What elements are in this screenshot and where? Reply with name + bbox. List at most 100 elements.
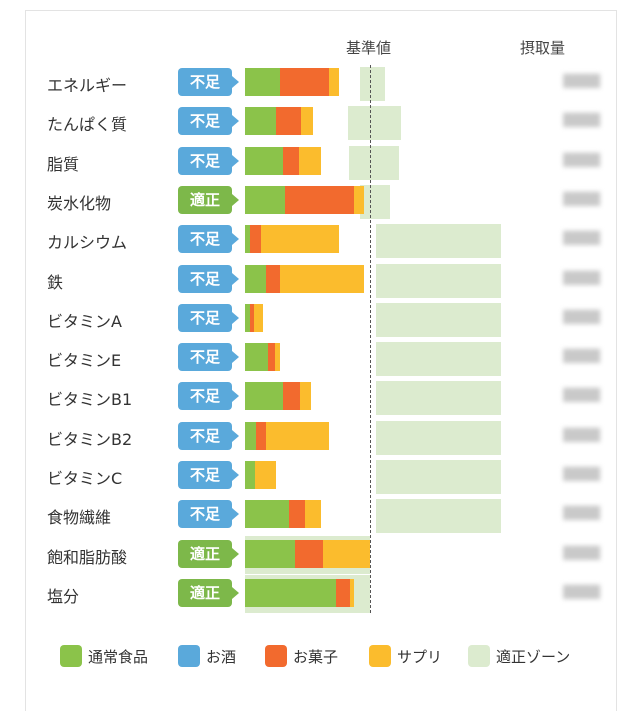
bar-segment bbox=[280, 265, 364, 293]
legend-label: サプリ bbox=[397, 648, 443, 666]
legend-label: お菓子 bbox=[293, 648, 339, 666]
appropriate-zone bbox=[360, 67, 385, 101]
nutrient-label: 鉄 bbox=[47, 273, 64, 292]
bar-segment bbox=[288, 500, 305, 528]
bar-segment bbox=[245, 304, 250, 332]
bar-segment bbox=[328, 68, 339, 96]
appropriate-zone bbox=[347, 106, 402, 140]
intake-value-obscured: ████ bbox=[563, 153, 600, 167]
bar-segment bbox=[250, 304, 254, 332]
bar-segment bbox=[282, 382, 300, 410]
appropriate-zone bbox=[348, 146, 399, 180]
intake-value-obscured: ████ bbox=[563, 310, 600, 324]
status-badge: 適正 bbox=[178, 186, 239, 214]
bar-segment bbox=[280, 68, 329, 96]
legend-swatch bbox=[265, 645, 287, 667]
bar-segment bbox=[245, 579, 337, 607]
intake-value-obscured: ████ bbox=[563, 428, 600, 442]
bar-segment bbox=[266, 265, 280, 293]
bar-segment bbox=[245, 382, 283, 410]
reference-line bbox=[370, 65, 371, 613]
intake-value-obscured: ████ bbox=[563, 388, 600, 402]
nutrient-label: ビタミンE bbox=[47, 351, 122, 370]
appropriate-zone bbox=[376, 224, 502, 258]
status-badge: 不足 bbox=[178, 343, 239, 371]
intake-value-obscured: ████ bbox=[563, 349, 600, 363]
nutrient-label: ビタミンC bbox=[47, 469, 123, 488]
nutrient-label: ビタミンB2 bbox=[47, 430, 133, 449]
bar-segment bbox=[301, 107, 313, 135]
nutrient-label: エネルギー bbox=[47, 76, 128, 95]
appropriate-zone bbox=[376, 421, 502, 455]
bar-segment bbox=[245, 461, 255, 489]
bar-segment bbox=[245, 225, 250, 253]
reference-header: 基準値 bbox=[346, 39, 392, 57]
status-badge: 不足 bbox=[178, 304, 239, 332]
status-badge: 不足 bbox=[178, 107, 239, 135]
nutrient-label: たんぱく質 bbox=[47, 115, 128, 134]
appropriate-zone bbox=[360, 185, 390, 219]
nutrient-label: カルシウム bbox=[47, 233, 128, 252]
bar-segment bbox=[245, 540, 295, 568]
bar-segment bbox=[300, 382, 312, 410]
intake-value-obscured: ████ bbox=[563, 506, 600, 520]
bar-segment bbox=[282, 147, 299, 175]
appropriate-zone bbox=[376, 381, 502, 415]
status-badge: 不足 bbox=[178, 68, 239, 96]
bar-segment bbox=[256, 422, 267, 450]
legend-swatch bbox=[369, 645, 391, 667]
intake-value-obscured: ████ bbox=[563, 546, 600, 560]
status-badge: 適正 bbox=[178, 579, 239, 607]
bar-segment bbox=[353, 186, 364, 214]
nutrient-label: 塩分 bbox=[47, 587, 80, 606]
bar-segment bbox=[298, 147, 322, 175]
legend-label: 適正ゾーン bbox=[496, 648, 571, 666]
bar-segment bbox=[255, 461, 277, 489]
intake-value-obscured: ████ bbox=[563, 74, 600, 88]
bar-segment bbox=[305, 500, 322, 528]
legend-swatch bbox=[468, 645, 490, 667]
bar-segment bbox=[276, 107, 302, 135]
bar-segment bbox=[245, 68, 280, 96]
status-badge: 不足 bbox=[178, 422, 239, 450]
nutrient-label: ビタミンA bbox=[47, 312, 122, 331]
bar-segment bbox=[253, 304, 263, 332]
intake-value-obscured: ████ bbox=[563, 585, 600, 599]
status-badge: 不足 bbox=[178, 147, 239, 175]
intake-header: 摂取量 bbox=[520, 39, 566, 57]
nutrient-label: 脂質 bbox=[47, 155, 80, 174]
intake-value-obscured: ████ bbox=[563, 467, 600, 481]
bar-segment bbox=[245, 107, 277, 135]
bar-segment bbox=[250, 225, 262, 253]
nutrient-label: 飽和脂肪酸 bbox=[47, 548, 128, 567]
chart-panel bbox=[25, 10, 617, 711]
bar-segment bbox=[245, 147, 283, 175]
status-badge: 不足 bbox=[178, 500, 239, 528]
legend-swatch bbox=[60, 645, 82, 667]
bar-segment bbox=[275, 343, 280, 371]
intake-value-obscured: ████ bbox=[563, 231, 600, 245]
appropriate-zone bbox=[376, 264, 502, 298]
bar-segment bbox=[322, 540, 370, 568]
bar-segment bbox=[261, 225, 339, 253]
bar-segment bbox=[266, 422, 329, 450]
status-badge: 不足 bbox=[178, 225, 239, 253]
legend-label: 通常食品 bbox=[88, 648, 149, 666]
nutrient-label: 炭水化物 bbox=[47, 194, 112, 213]
appropriate-zone bbox=[376, 460, 502, 494]
status-badge: 不足 bbox=[178, 461, 239, 489]
bar-segment bbox=[295, 540, 323, 568]
bar-segment bbox=[245, 186, 285, 214]
status-badge: 不足 bbox=[178, 382, 239, 410]
appropriate-zone bbox=[376, 499, 502, 533]
bar-segment bbox=[336, 579, 350, 607]
bar-segment bbox=[285, 186, 354, 214]
intake-value-obscured: ████ bbox=[563, 113, 600, 127]
status-badge: 不足 bbox=[178, 265, 239, 293]
appropriate-zone bbox=[376, 342, 502, 376]
bar-segment bbox=[245, 500, 289, 528]
bar-segment bbox=[350, 579, 354, 607]
status-badge: 適正 bbox=[178, 540, 239, 568]
legend-label: お酒 bbox=[206, 648, 237, 666]
intake-value-obscured: ████ bbox=[563, 192, 600, 206]
